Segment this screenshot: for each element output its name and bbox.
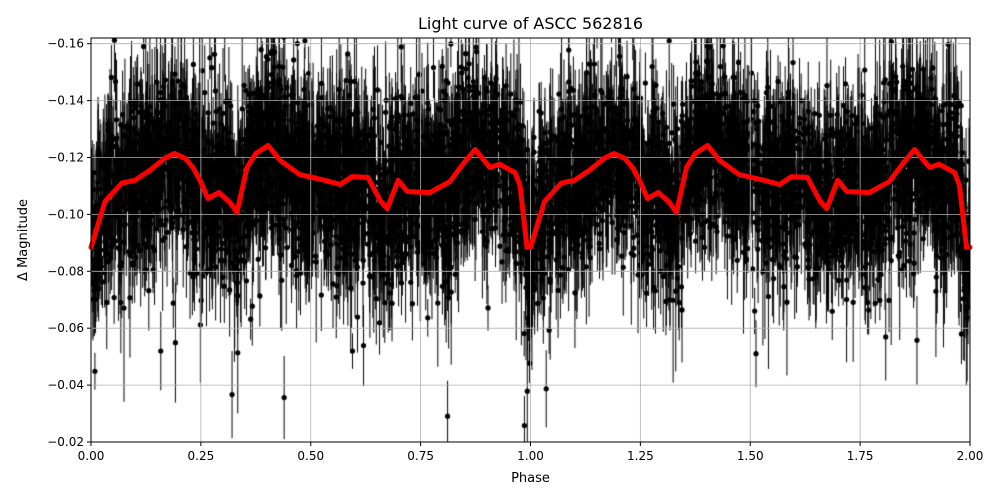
y-tick-label: −0.08 bbox=[47, 264, 84, 278]
ticks: 0.00 0.25 0.50 0.75 1.00 1.25 1.50 1.75 2.00 −0.0… bbox=[47, 37, 983, 463]
x-tick-label: 0.25 bbox=[188, 449, 215, 463]
plot-frame bbox=[90, 37, 971, 443]
x-tick-label: 0.00 bbox=[78, 449, 105, 463]
y-tick-label: −0.12 bbox=[47, 150, 84, 164]
x-tick-label: 1.50 bbox=[737, 449, 764, 463]
y-tick-label: −0.06 bbox=[47, 321, 84, 335]
y-tick-label: −0.10 bbox=[47, 207, 84, 221]
y-axis-label: Δ Magnitude bbox=[16, 199, 31, 281]
y-tick-label: −0.16 bbox=[47, 37, 84, 51]
y-tick-label: −0.04 bbox=[47, 378, 84, 392]
x-tick-label: 1.25 bbox=[627, 449, 654, 463]
x-tick-label: 0.75 bbox=[407, 449, 434, 463]
chart-title: Light curve of ASCC 562816 bbox=[418, 14, 643, 33]
model-curve bbox=[88, 143, 973, 250]
y-tick-label: −0.14 bbox=[47, 94, 84, 108]
x-tick-label: 1.00 bbox=[517, 449, 544, 463]
y-tick-label: −0.02 bbox=[47, 435, 84, 449]
x-tick-label: 0.50 bbox=[297, 449, 324, 463]
x-tick-label: 2.00 bbox=[957, 449, 984, 463]
x-axis-label: Phase bbox=[511, 471, 550, 486]
x-tick-label: 1.75 bbox=[847, 449, 874, 463]
